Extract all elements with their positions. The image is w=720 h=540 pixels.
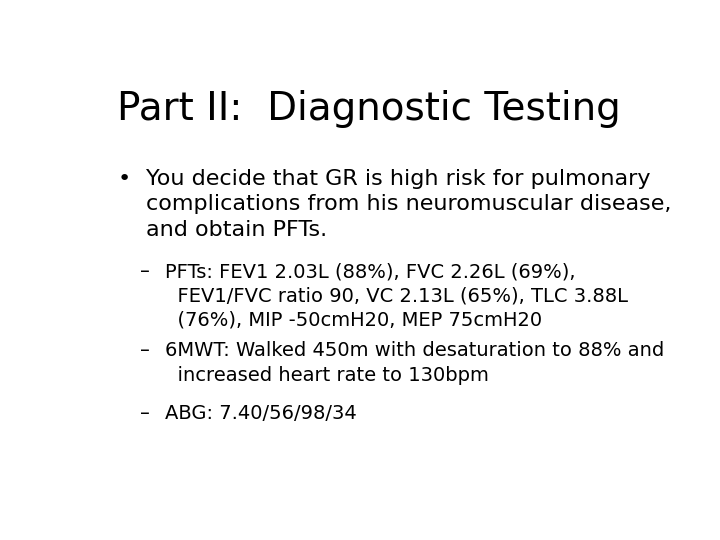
Text: –: –	[140, 262, 150, 281]
Text: –: –	[140, 404, 150, 423]
Text: Part II:  Diagnostic Testing: Part II: Diagnostic Testing	[117, 90, 621, 128]
Text: •: •	[118, 168, 131, 189]
Text: –: –	[140, 341, 150, 360]
Text: ABG: 7.40/56/98/34: ABG: 7.40/56/98/34	[166, 404, 357, 423]
Text: PFTs: FEV1 2.03L (88%), FVC 2.26L (69%),
  FEV1/FVC ratio 90, VC 2.13L (65%), TL: PFTs: FEV1 2.03L (88%), FVC 2.26L (69%),…	[166, 262, 629, 330]
Text: 6MWT: Walked 450m with desaturation to 88% and
  increased heart rate to 130bpm: 6MWT: Walked 450m with desaturation to 8…	[166, 341, 665, 384]
Text: You decide that GR is high risk for pulmonary
complications from his neuromuscul: You decide that GR is high risk for pulm…	[145, 168, 671, 240]
